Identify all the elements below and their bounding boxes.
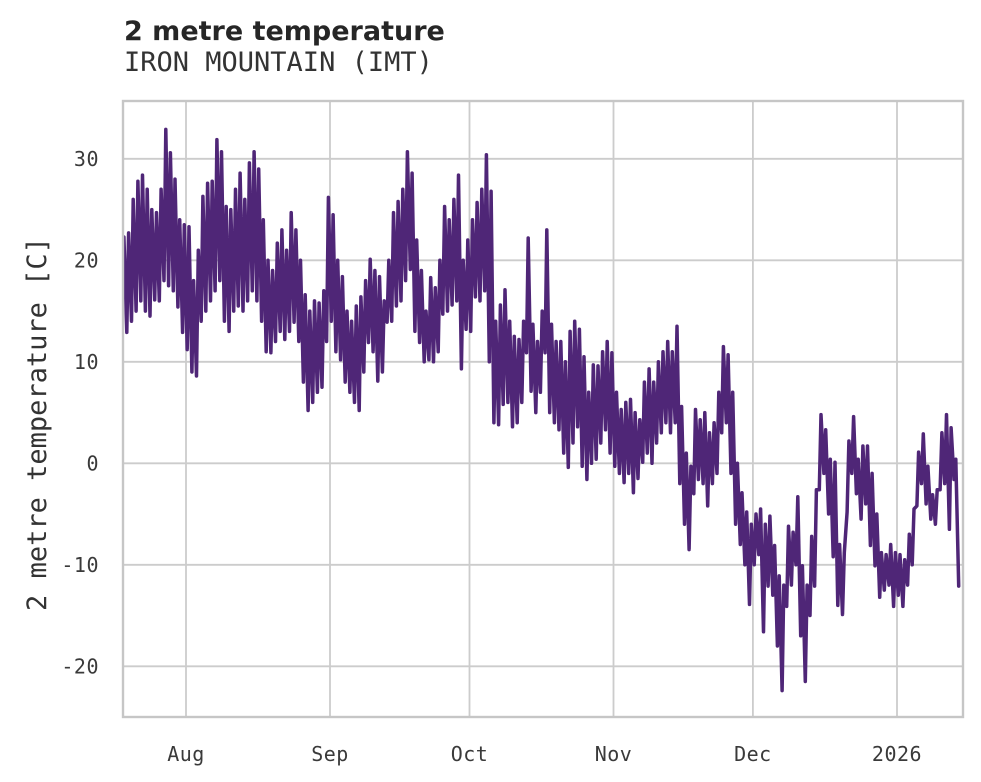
y-tick-label: 30: [74, 147, 99, 171]
y-axis-label: 2 metre temperature [C]: [22, 237, 53, 611]
y-tick-label: -20: [61, 654, 99, 678]
x-tick-label: Dec: [734, 742, 772, 766]
gridlines: [123, 101, 963, 717]
x-tick-label: Sep: [311, 742, 349, 766]
x-tick-label: 2026: [872, 742, 922, 766]
x-tick-label: Nov: [595, 742, 633, 766]
y-tick-label: 20: [74, 248, 99, 272]
y-tick-label: 0: [86, 451, 99, 475]
axis-tick-labels: -20 -10 0 10 20 30 Aug Sep Oct Nov Dec 2026: [61, 147, 922, 766]
chart-title: 2 metre temperature: [124, 16, 445, 47]
temperature-series: [123, 127, 961, 693]
temperature-line: [123, 127, 961, 693]
y-tick-label: 10: [74, 350, 99, 374]
x-tick-label: Oct: [451, 742, 489, 766]
plot-border: [121, 99, 965, 719]
y-tick-label: -10: [61, 553, 99, 577]
chart-subtitle: IRON MOUNTAIN (IMT): [124, 47, 433, 78]
x-tick-label: Aug: [167, 742, 205, 766]
